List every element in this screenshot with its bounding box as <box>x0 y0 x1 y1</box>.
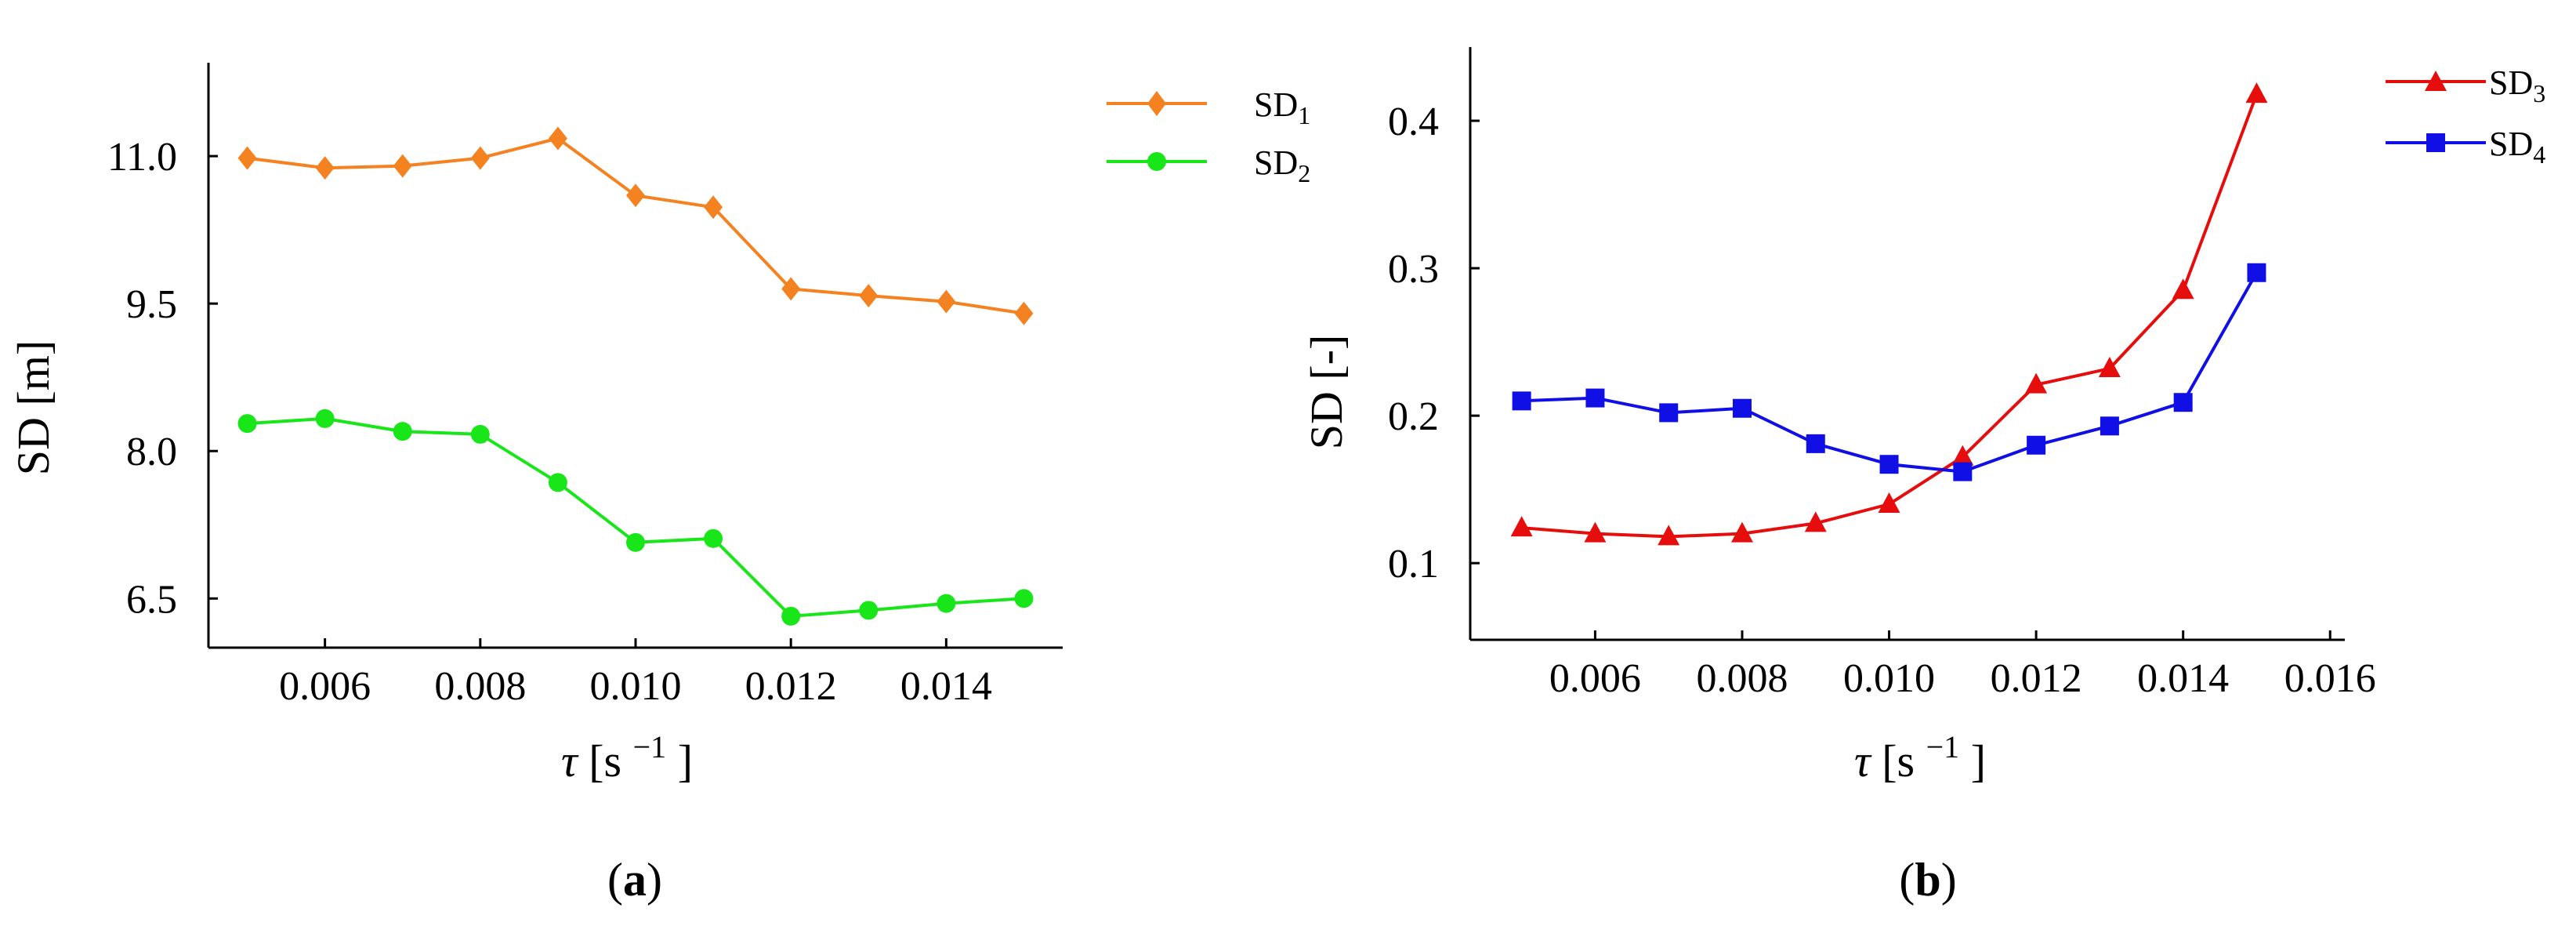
data-point-sd1 <box>1014 301 1034 325</box>
panel-label-b: (b) <box>1899 854 1956 906</box>
legend-a: SD1 SD2 <box>1107 85 1310 187</box>
y-tick-label: 8.0 <box>126 430 177 474</box>
x-tick-label: 0.006 <box>279 664 371 709</box>
x-tick-label: 0.008 <box>434 664 526 709</box>
series-line-sd4 <box>1521 271 2259 474</box>
data-point-sd1 <box>626 183 645 208</box>
data-point-sd2 <box>781 606 801 626</box>
data-point-sd2 <box>704 528 723 548</box>
legend-entry-sd4: SD4 <box>2386 125 2545 169</box>
data-point-sd4 <box>1953 462 1973 481</box>
data-point-sd4 <box>1585 388 1605 408</box>
data-point-sd2 <box>859 601 879 620</box>
data-point-sd2 <box>1014 589 1034 608</box>
data-point-sd4 <box>1879 455 1899 474</box>
legend-entry-sd1: SD1 <box>1107 85 1310 129</box>
x-tick-label: 0.012 <box>1991 656 2082 701</box>
data-point-sd3 <box>1951 445 1974 466</box>
data-point-sd3 <box>1804 511 1827 532</box>
data-point-sd3 <box>1584 521 1607 543</box>
x-axis-title-b: τ [s −1 ] <box>1854 717 1986 786</box>
data-point-sd3 <box>1658 525 1680 546</box>
data-point-sd3 <box>1510 516 1533 537</box>
x-tick-label: 0.012 <box>745 664 837 709</box>
data-point-sd4 <box>1806 434 1825 453</box>
axes-a: 0.006 0.008 0.010 0.012 0.014 6.5 8.0 9.5 11.0 <box>107 63 1063 709</box>
series-layer-a <box>237 126 1034 626</box>
y-tick-label: 0.3 <box>1388 247 1439 292</box>
legend-label-sd1: SD1 <box>1254 85 1310 129</box>
legend-b: SD3 SD4 <box>2386 64 2545 169</box>
data-point-sd4 <box>1512 391 1531 411</box>
data-point-sd1 <box>781 277 801 301</box>
series-line-sd1 <box>247 136 1024 315</box>
y-tick-label: 0.4 <box>1388 100 1439 144</box>
axes-b: 0.006 0.008 0.010 0.012 0.014 0.016 0.1 0.2 0.3 0… <box>1388 47 2376 701</box>
data-point-sd2 <box>937 594 956 613</box>
x-tick-label: 0.008 <box>1696 656 1788 701</box>
data-point-sd3 <box>2245 82 2268 103</box>
panel-label-a: (a) <box>607 854 662 906</box>
data-point-sd1 <box>704 195 723 220</box>
data-point-sd4 <box>1732 398 1752 418</box>
y-tick-label: 0.2 <box>1388 394 1439 439</box>
x-tick-label: 0.010 <box>590 664 682 709</box>
data-point-sd2 <box>470 424 490 444</box>
x-axis-title-a: τ [s −1 ] <box>561 717 693 786</box>
data-point-sd1 <box>548 126 567 151</box>
data-point-sd2 <box>626 532 645 552</box>
data-point-sd2 <box>548 473 567 492</box>
legend-marker-circle-icon <box>1147 152 1166 171</box>
legend-label-sd3: SD3 <box>2489 64 2545 107</box>
legend-marker-diamond-icon <box>1147 91 1166 116</box>
data-point-sd3 <box>2098 356 2121 377</box>
legend-marker-triangle-icon <box>2425 71 2447 91</box>
series-layer-b <box>1510 82 2268 546</box>
y-axis-title-a: SD [m] <box>8 340 59 475</box>
x-tick-label: 0.014 <box>2137 656 2229 701</box>
legend-entry-sd2: SD2 <box>1107 143 1310 187</box>
x-tick-label: 0.010 <box>1843 656 1935 701</box>
y-tick-label: 0.1 <box>1388 542 1439 586</box>
data-point-sd2 <box>393 422 412 441</box>
chart-panel-b: 0.006 0.008 0.010 0.012 0.014 0.016 0.1 0.2 0.3 0… <box>1301 47 2545 906</box>
data-point-sd3 <box>2025 372 2048 394</box>
data-point-sd1 <box>470 146 490 170</box>
legend-entry-sd3: SD3 <box>2386 64 2545 107</box>
data-point-sd1 <box>237 146 257 170</box>
y-tick-label: 11.0 <box>107 135 177 180</box>
legend-label-sd2: SD2 <box>1254 143 1310 187</box>
y-axis-title-b: SD [-] <box>1301 335 1352 450</box>
y-tick-label: 6.5 <box>126 577 177 622</box>
chart-panel-a: 0.006 0.008 0.010 0.012 0.014 6.5 8.0 9.5 11.0 S… <box>8 63 1310 906</box>
data-point-sd2 <box>237 414 257 434</box>
data-point-sd1 <box>315 156 335 180</box>
legend-label-sd4: SD4 <box>2489 125 2545 169</box>
data-point-sd3 <box>1730 521 1753 543</box>
data-point-sd4 <box>2027 435 2046 455</box>
data-point-sd4 <box>1659 403 1679 423</box>
data-point-sd3 <box>2172 278 2194 300</box>
legend-marker-square-icon <box>2426 133 2445 152</box>
data-point-sd1 <box>859 284 879 308</box>
data-point-sd2 <box>315 409 335 428</box>
data-point-sd4 <box>2247 263 2266 282</box>
data-point-sd4 <box>2100 416 2119 436</box>
x-tick-label: 0.014 <box>900 664 992 709</box>
x-tick-label: 0.006 <box>1549 656 1641 701</box>
x-tick-label: 0.016 <box>2284 656 2376 701</box>
y-tick-label: 9.5 <box>126 282 177 327</box>
data-point-sd1 <box>937 289 956 314</box>
data-point-sd4 <box>2173 393 2193 412</box>
data-point-sd3 <box>1878 492 1900 513</box>
data-point-sd1 <box>393 154 412 178</box>
series-line-sd2 <box>247 416 1024 618</box>
